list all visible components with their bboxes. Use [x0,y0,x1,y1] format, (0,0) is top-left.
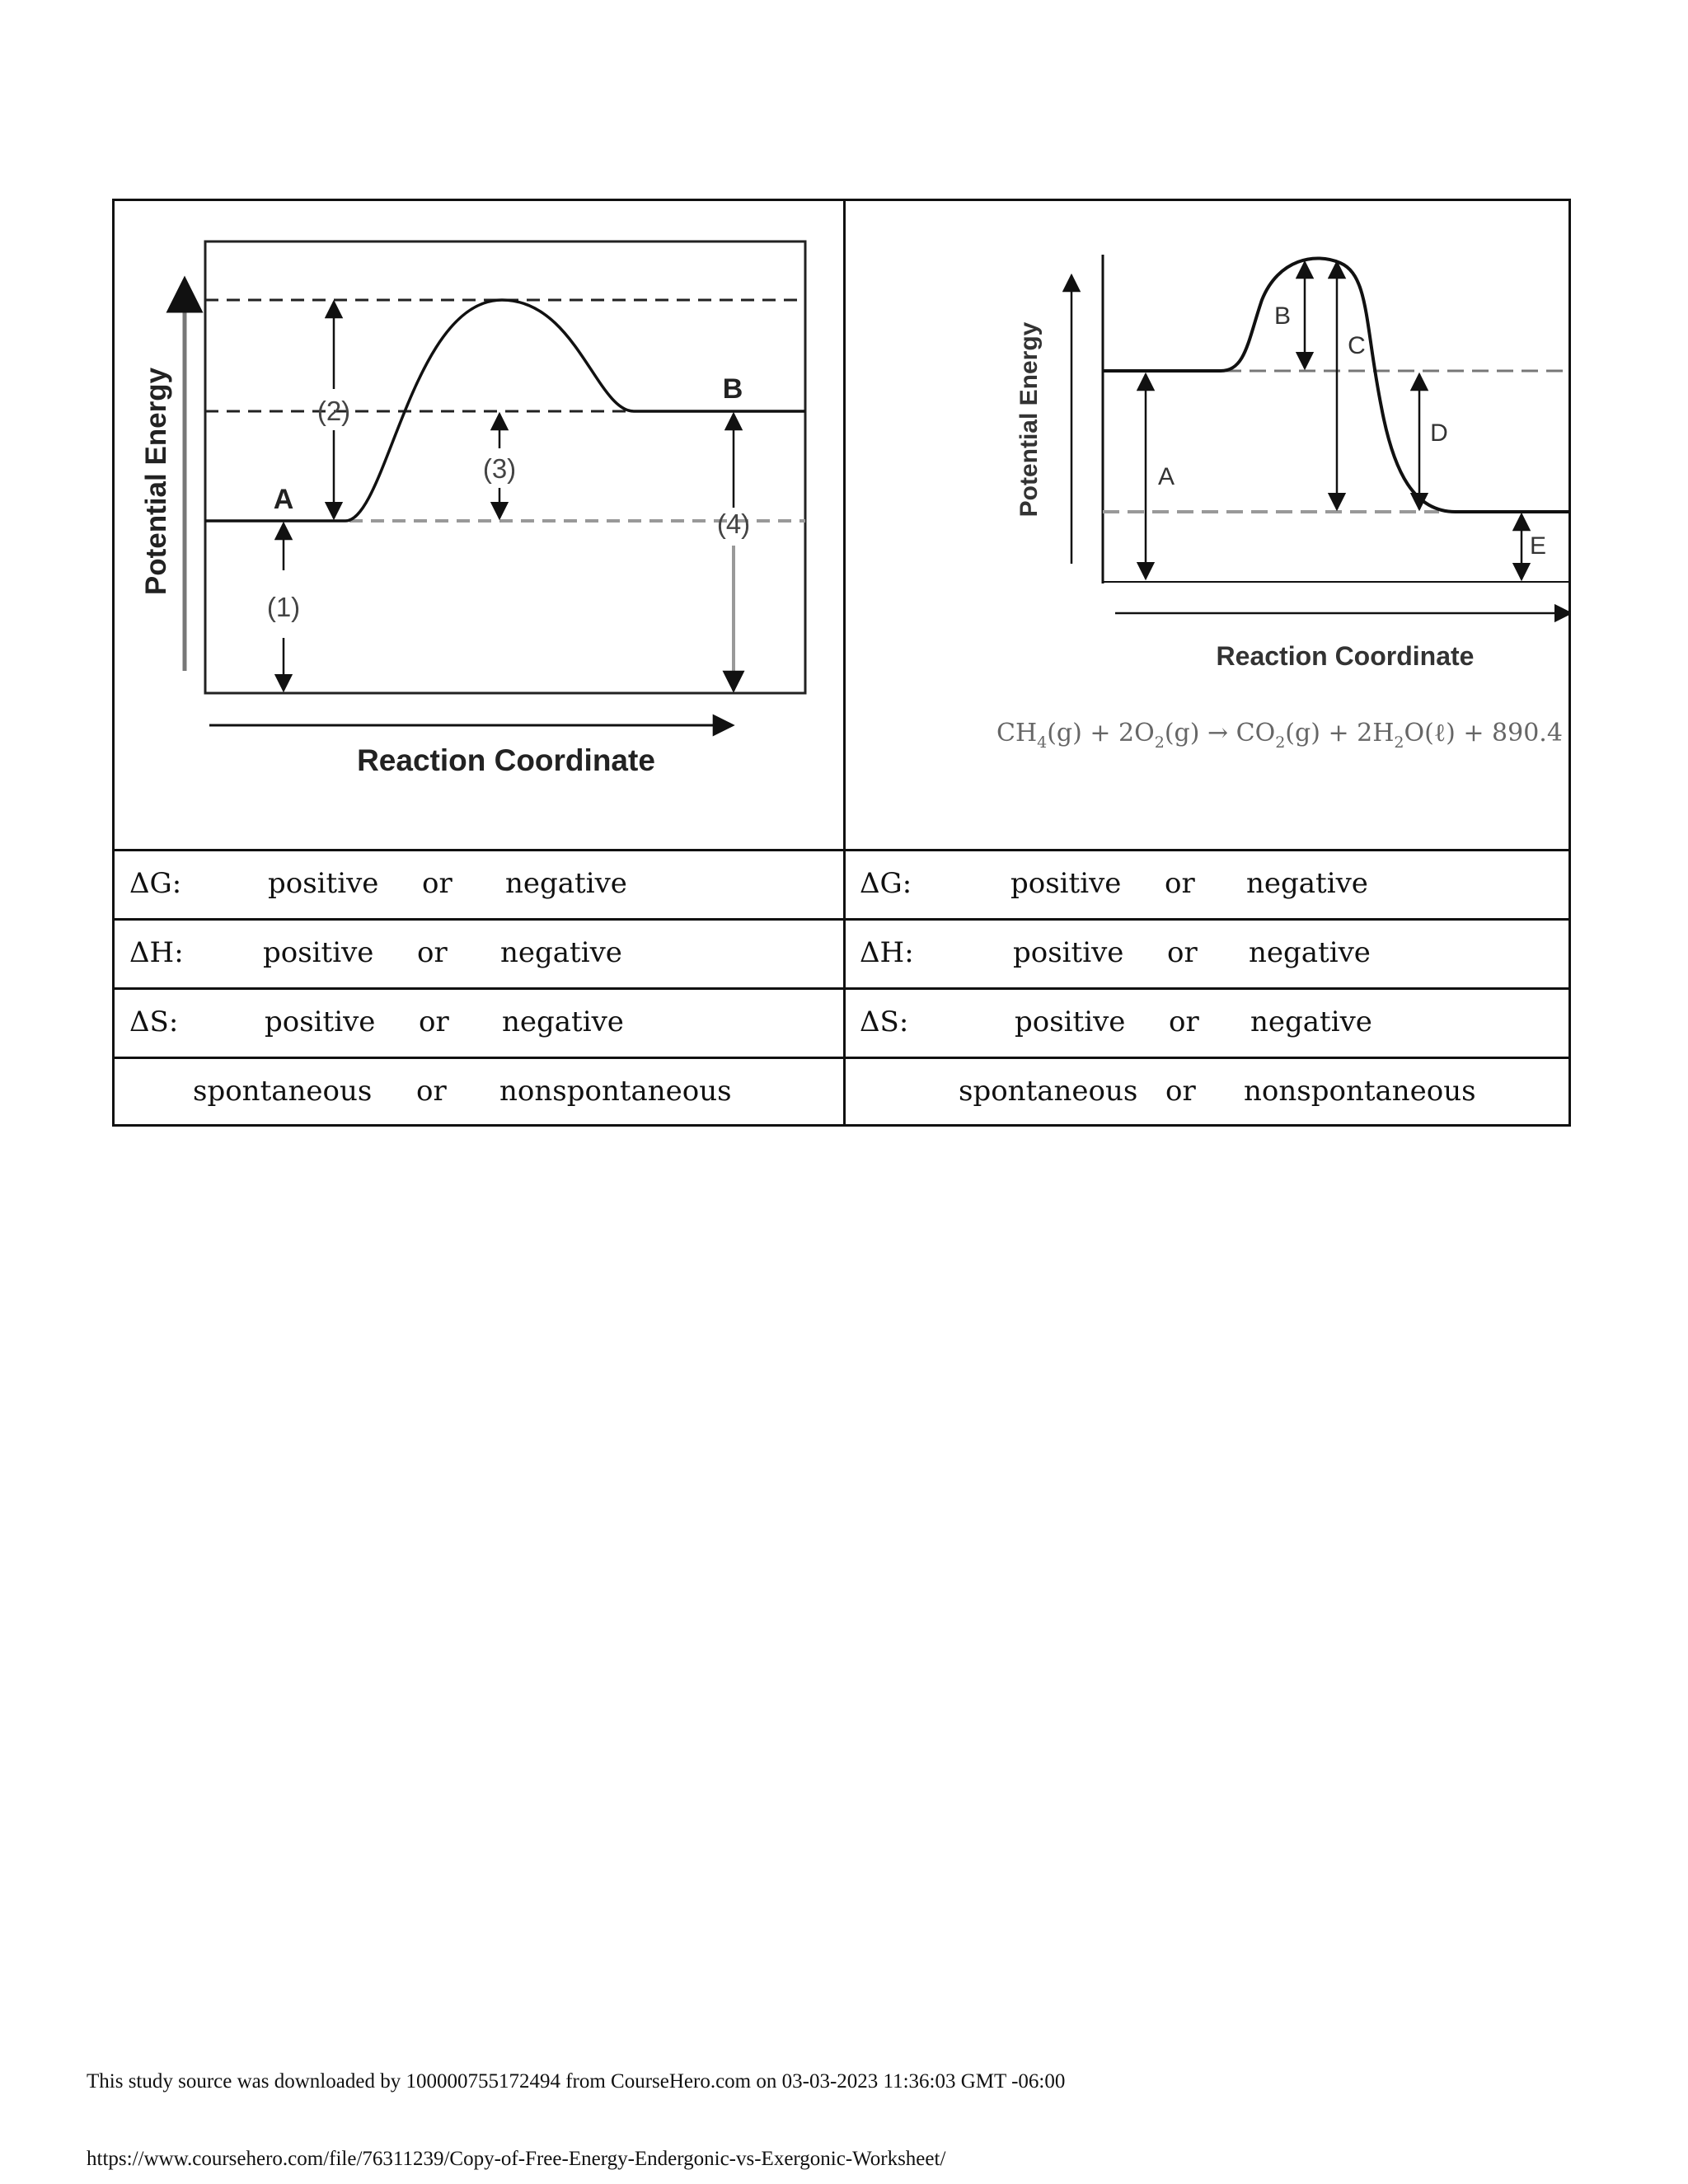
row-dg-right-or: or [1165,867,1195,900]
row-dh-left-label: ΔH: [129,936,184,969]
row-divider [115,1057,1568,1059]
energy-diagram-right: Potential Energy Reaction Coordinate A B… [846,201,1571,844]
row-ds-left-positive[interactable]: positive [265,1005,376,1038]
row-divider [115,987,1568,990]
x-axis-label: Reaction Coordinate [357,743,655,777]
row-dh-right-label: ΔH: [860,936,914,969]
arrow-2-label: (2) [317,396,350,426]
row-ds-right-or: or [1169,1005,1199,1038]
row-dh-left-positive[interactable]: positive [263,936,374,969]
row-dh-left-or: or [417,936,448,969]
arrow-a-label: A [1158,463,1175,490]
energy-curve [205,298,805,523]
row-dg-left-or: or [422,867,452,900]
row-spont-right-or: or [1165,1075,1196,1108]
row-ds-right-label: ΔS: [860,1005,909,1038]
arrow-3-label: (3) [483,453,516,484]
row-dg-right-positive[interactable]: positive [1010,867,1122,900]
row-dg-right-negative[interactable]: negative [1246,867,1368,900]
row-spont-left-spontaneous[interactable]: spontaneous [193,1075,373,1108]
row-dh-left-negative[interactable]: negative [500,936,622,969]
row-dg-right-label: ΔG: [860,867,912,900]
y-axis-label: Potential Energy [1015,321,1043,517]
download-note: This study source was downloaded by 1000… [87,2070,1066,2093]
point-b-label: B [723,373,743,405]
point-a-label: A [274,484,294,515]
arrow-b-label: B [1274,302,1291,330]
arrow-e-label: E [1530,532,1546,560]
row-dh-right-positive[interactable]: positive [1013,936,1124,969]
row-ds-right-positive[interactable]: positive [1015,1005,1126,1038]
row-ds-left-negative[interactable]: negative [502,1005,624,1038]
row-ds-left-or: or [419,1005,449,1038]
arrow-c-label: C [1348,332,1366,359]
row-spont-left-or: or [416,1075,447,1108]
arrow-1-label: (1) [267,592,300,622]
x-axis-label: Reaction Coordinate [1217,641,1475,671]
reaction-equation: CH4(g) + 2O2(g) → CO2(g) + 2H2O(ℓ) + 890… [996,719,1571,752]
row-dg-left-label: ΔG: [129,867,182,900]
y-axis-label: Potential Energy [140,367,172,595]
energy-curve [1103,256,1571,513]
arrow-4-label: (4) [717,509,750,539]
column-divider [843,201,846,1124]
row-dg-left-positive[interactable]: positive [268,867,379,900]
row-divider [115,918,1568,921]
row-spont-left-nonspontaneous[interactable]: nonspontaneous [499,1075,732,1108]
energy-diagram-left: Potential Energy Reaction Coordinate A B… [115,201,840,844]
plot-frame [204,240,807,695]
row-spont-right-spontaneous[interactable]: spontaneous [959,1075,1138,1108]
row-ds-right-negative[interactable]: negative [1250,1005,1372,1038]
source-url[interactable]: https://www.coursehero.com/file/76311239… [87,2148,946,2170]
row-dh-right-or: or [1167,936,1198,969]
arrow-d-label: D [1430,419,1448,447]
row-dg-left-negative[interactable]: negative [505,867,627,900]
row-dh-right-negative[interactable]: negative [1249,936,1371,969]
row-ds-left-label: ΔS: [129,1005,179,1038]
row-spont-right-nonspontaneous[interactable]: nonspontaneous [1244,1075,1476,1108]
worksheet-table: Potential Energy Reaction Coordinate A B… [112,199,1571,1127]
row-divider [115,849,1568,851]
